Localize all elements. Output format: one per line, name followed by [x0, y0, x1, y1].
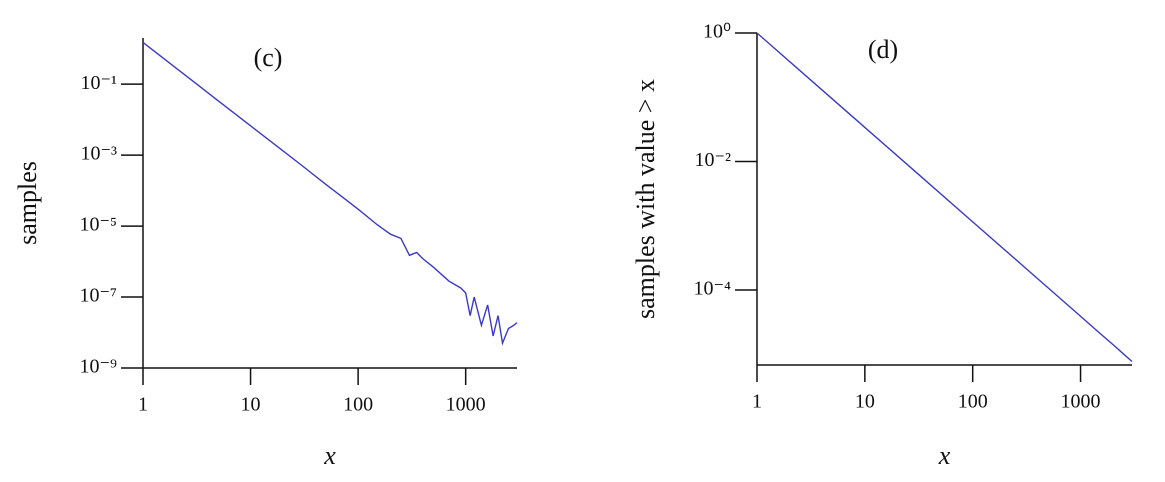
y-tick-label: 10⁻⁹ — [79, 356, 117, 378]
y-tick-label: 10⁻⁴ — [693, 278, 731, 300]
y-tick-label: 10⁻² — [694, 149, 731, 171]
y-tick-label: 10⁻⁷ — [79, 285, 117, 307]
x-tick-label: 10 — [241, 394, 261, 416]
y-tick-label: 10⁻¹ — [80, 72, 117, 94]
x-tick-label: 1000 — [446, 394, 486, 416]
x-tick-label: 1 — [138, 394, 148, 416]
x-tick-label: 10 — [855, 391, 875, 413]
x-axis-label: x — [323, 441, 336, 470]
x-tick-label: 1000 — [1061, 391, 1101, 413]
x-tick-label: 100 — [343, 394, 373, 416]
y-tick-label: 10⁰ — [703, 21, 731, 43]
data-line — [756, 32, 1133, 363]
y-axis-label: samples with value > x — [631, 79, 660, 319]
x-tick-label: 100 — [958, 391, 988, 413]
x-tick-label: 1 — [752, 391, 762, 413]
panel-label: (d) — [868, 35, 898, 64]
data-line — [142, 41, 518, 346]
panel-label: (c) — [254, 43, 283, 72]
x-axis-label: x — [938, 441, 951, 470]
y-axis-label: samples — [13, 161, 42, 245]
y-tick-label: 10⁻⁵ — [79, 214, 117, 236]
y-tick-label: 10⁻³ — [80, 143, 117, 165]
